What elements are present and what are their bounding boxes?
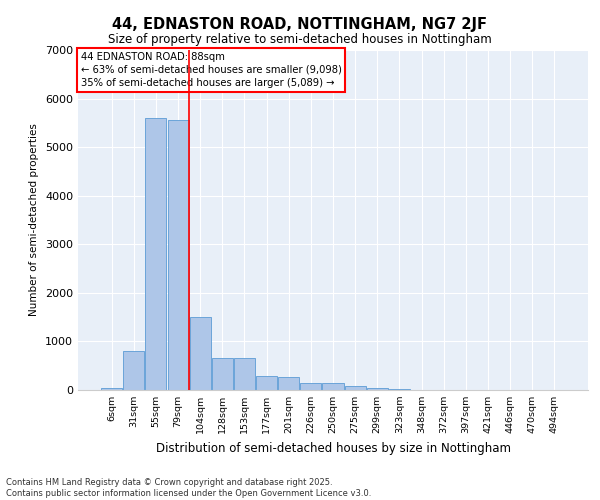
Text: Size of property relative to semi-detached houses in Nottingham: Size of property relative to semi-detach… xyxy=(108,32,492,46)
Bar xyxy=(234,358,255,390)
Bar xyxy=(301,382,322,390)
Bar xyxy=(344,386,365,390)
Bar xyxy=(256,376,277,390)
Text: Contains HM Land Registry data © Crown copyright and database right 2025.
Contai: Contains HM Land Registry data © Crown c… xyxy=(6,478,371,498)
Bar xyxy=(322,382,344,390)
Bar xyxy=(101,388,122,390)
Bar xyxy=(145,118,166,390)
X-axis label: Distribution of semi-detached houses by size in Nottingham: Distribution of semi-detached houses by … xyxy=(155,442,511,454)
Text: 44 EDNASTON ROAD: 88sqm
← 63% of semi-detached houses are smaller (9,098)
35% of: 44 EDNASTON ROAD: 88sqm ← 63% of semi-de… xyxy=(80,52,341,88)
Text: 44, EDNASTON ROAD, NOTTINGHAM, NG7 2JF: 44, EDNASTON ROAD, NOTTINGHAM, NG7 2JF xyxy=(113,18,487,32)
Bar xyxy=(367,388,388,390)
Bar xyxy=(167,120,188,390)
Bar xyxy=(212,358,233,390)
Y-axis label: Number of semi-detached properties: Number of semi-detached properties xyxy=(29,124,40,316)
Bar xyxy=(124,351,145,390)
Bar xyxy=(278,377,299,390)
Bar xyxy=(389,388,410,390)
Bar xyxy=(190,317,211,390)
